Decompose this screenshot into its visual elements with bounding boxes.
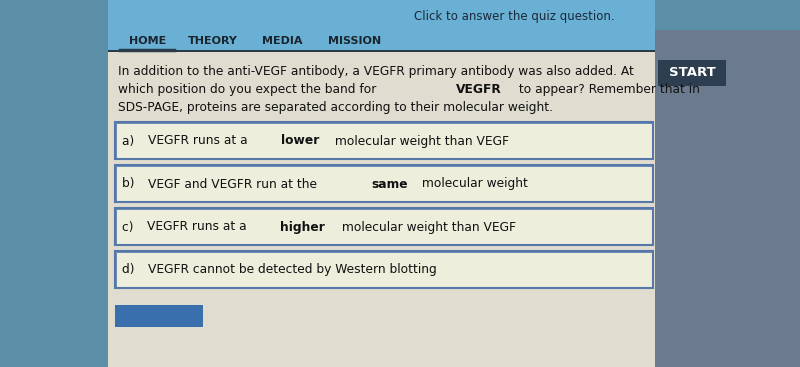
Text: c): c) [122, 221, 142, 233]
Text: MISSION: MISSION [329, 36, 382, 46]
Text: VEGFR: VEGFR [456, 83, 502, 96]
Text: In addition to the anti-VEGF antibody, a VEGFR primary antibody was also added. : In addition to the anti-VEGF antibody, a… [118, 65, 634, 78]
FancyBboxPatch shape [115, 122, 653, 159]
FancyBboxPatch shape [655, 30, 800, 367]
Text: THEORY: THEORY [188, 36, 238, 46]
FancyBboxPatch shape [115, 251, 653, 288]
Text: b): b) [122, 178, 142, 190]
Text: VEGFR runs at a: VEGFR runs at a [148, 134, 251, 148]
Text: VEGF and VEGFR run at the: VEGF and VEGFR run at the [148, 178, 321, 190]
Text: higher: higher [280, 221, 326, 233]
FancyBboxPatch shape [115, 208, 653, 245]
Text: VEGFR cannot be detected by Western blotting: VEGFR cannot be detected by Western blot… [148, 264, 437, 276]
Text: a): a) [122, 134, 142, 148]
FancyBboxPatch shape [108, 52, 655, 367]
Text: d): d) [122, 264, 142, 276]
Text: Click to answer the quiz question.: Click to answer the quiz question. [414, 10, 615, 23]
FancyBboxPatch shape [658, 60, 726, 86]
Text: which position do you expect the band for: which position do you expect the band fo… [118, 83, 380, 96]
Text: to appear? Remember that in: to appear? Remember that in [515, 83, 700, 96]
Text: SDS-PAGE, proteins are separated according to their molecular weight.: SDS-PAGE, proteins are separated accordi… [118, 101, 553, 114]
Text: molecular weight: molecular weight [418, 178, 528, 190]
FancyBboxPatch shape [115, 305, 203, 327]
Text: same: same [371, 178, 408, 190]
FancyBboxPatch shape [108, 0, 655, 52]
FancyBboxPatch shape [115, 165, 653, 202]
Text: lower: lower [282, 134, 320, 148]
Text: VEGFR runs at a: VEGFR runs at a [147, 221, 250, 233]
Text: MEDIA: MEDIA [262, 36, 302, 46]
Text: HOME: HOME [130, 36, 166, 46]
Text: molecular weight than VEGF: molecular weight than VEGF [331, 134, 509, 148]
Text: START: START [669, 66, 715, 80]
FancyBboxPatch shape [108, 50, 655, 52]
Text: molecular weight than VEGF: molecular weight than VEGF [338, 221, 516, 233]
